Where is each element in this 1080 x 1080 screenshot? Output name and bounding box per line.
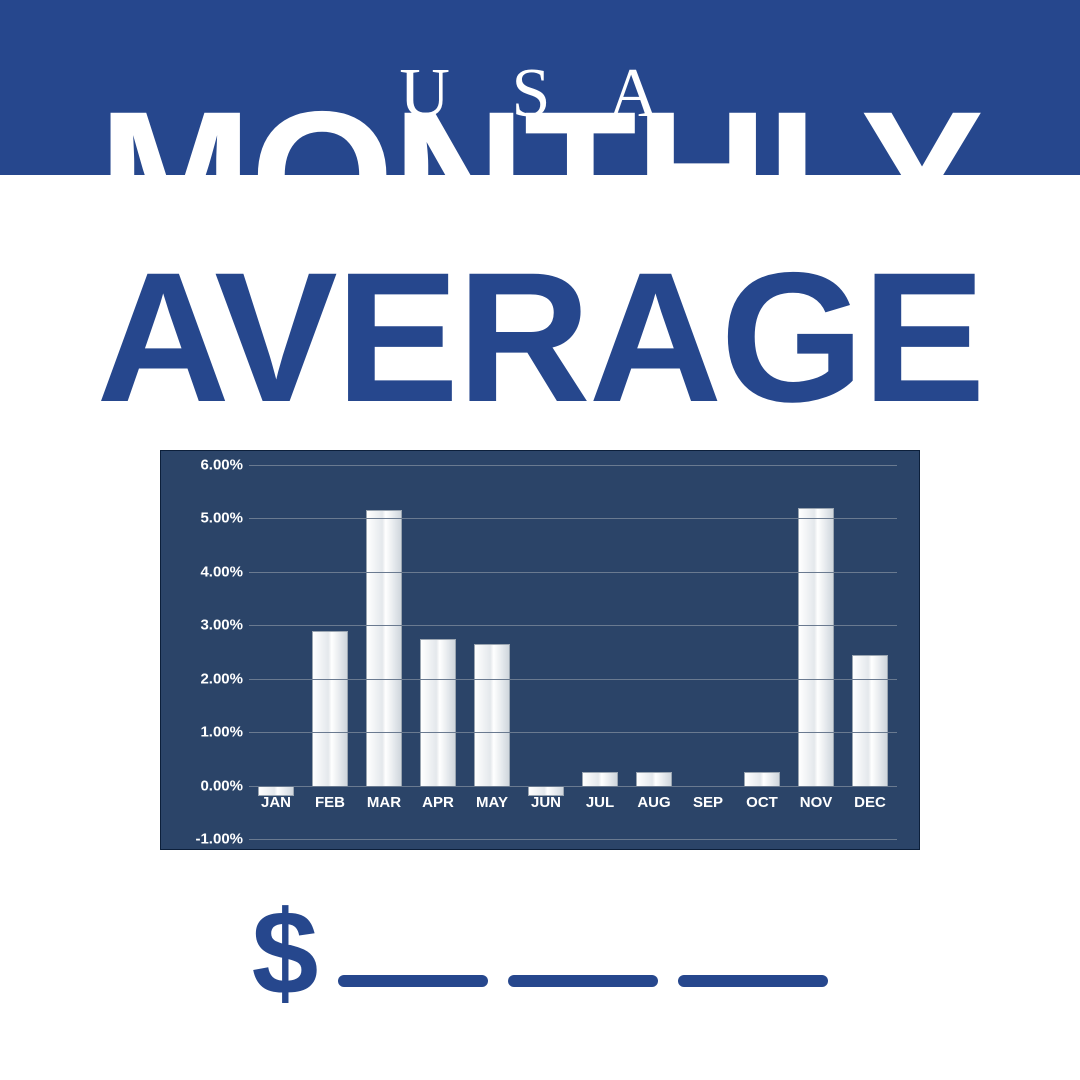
bar-slot: FEB bbox=[303, 465, 357, 839]
monthly-chart: -1.00% 0.00% 1.00% 2.00% 3.00% 4.00% 5.00% 6.00… bbox=[160, 450, 920, 850]
y-tick-label: 2.00% bbox=[200, 670, 243, 687]
title-line-2: AVERAGE bbox=[0, 251, 1080, 427]
bars-layer: JAN FEB MAR APR MAY JUN JUL AUG SEP OCT NOV DEC bbox=[249, 465, 897, 839]
y-tick-label: 1.00% bbox=[200, 724, 243, 741]
bar bbox=[582, 772, 619, 785]
bar-slot: APR bbox=[411, 465, 465, 839]
x-tick-label: DEC bbox=[854, 794, 886, 811]
bar-slot: JAN bbox=[249, 465, 303, 839]
x-tick-label: MAR bbox=[367, 794, 401, 811]
x-tick-label: FEB bbox=[315, 794, 345, 811]
dollar-sign-icon: $ bbox=[252, 905, 319, 1001]
bar bbox=[312, 631, 349, 786]
y-tick-label: 3.00% bbox=[200, 617, 243, 634]
bar-slot: DEC bbox=[843, 465, 897, 839]
x-tick-label: MAY bbox=[476, 794, 508, 811]
grid-line bbox=[249, 732, 897, 733]
grid-area: JAN FEB MAR APR MAY JUN JUL AUG SEP OCT NOV DEC bbox=[249, 465, 897, 839]
y-tick-label: 5.00% bbox=[200, 510, 243, 527]
plot-area: -1.00%0.00%1.00%2.00%3.00%4.00%5.00%6.00… bbox=[179, 465, 901, 839]
x-tick-label: AUG bbox=[637, 794, 670, 811]
x-tick-label: APR bbox=[422, 794, 454, 811]
blank-dash bbox=[508, 975, 658, 987]
dollar-blank-row: $ bbox=[0, 895, 1080, 991]
grid-line bbox=[249, 625, 897, 626]
grid-line bbox=[249, 786, 897, 787]
x-tick-label: SEP bbox=[693, 794, 723, 811]
grid-line bbox=[249, 679, 897, 680]
x-tick-label: JUN bbox=[531, 794, 561, 811]
bar bbox=[636, 772, 673, 785]
bar-slot: NOV bbox=[789, 465, 843, 839]
grid-line bbox=[249, 518, 897, 519]
blank-dash bbox=[678, 975, 828, 987]
y-tick-label: -1.00% bbox=[195, 831, 243, 848]
bar-slot: SEP bbox=[681, 465, 735, 839]
grid-line bbox=[249, 572, 897, 573]
bar-slot: MAY bbox=[465, 465, 519, 839]
bar bbox=[366, 510, 403, 785]
bar bbox=[744, 772, 781, 785]
bar-slot: JUN bbox=[519, 465, 573, 839]
blank-dash bbox=[338, 975, 488, 987]
bar-slot: JUL bbox=[573, 465, 627, 839]
y-axis: -1.00%0.00%1.00%2.00%3.00%4.00%5.00%6.00… bbox=[179, 465, 249, 839]
grid-line bbox=[249, 839, 897, 840]
x-tick-label: JAN bbox=[261, 794, 291, 811]
bar bbox=[474, 644, 511, 786]
grid-line bbox=[249, 465, 897, 466]
bar bbox=[798, 508, 835, 786]
x-tick-label: OCT bbox=[746, 794, 778, 811]
bar bbox=[420, 639, 457, 786]
title: MONTHLY AVERAGE bbox=[0, 90, 1080, 427]
y-tick-label: 4.00% bbox=[200, 563, 243, 580]
bar-slot: OCT bbox=[735, 465, 789, 839]
y-tick-label: 0.00% bbox=[200, 777, 243, 794]
x-tick-label: NOV bbox=[800, 794, 833, 811]
bar bbox=[852, 655, 889, 786]
y-tick-label: 6.00% bbox=[200, 457, 243, 474]
x-tick-label: JUL bbox=[586, 794, 614, 811]
bar-slot: AUG bbox=[627, 465, 681, 839]
bar-slot: MAR bbox=[357, 465, 411, 839]
